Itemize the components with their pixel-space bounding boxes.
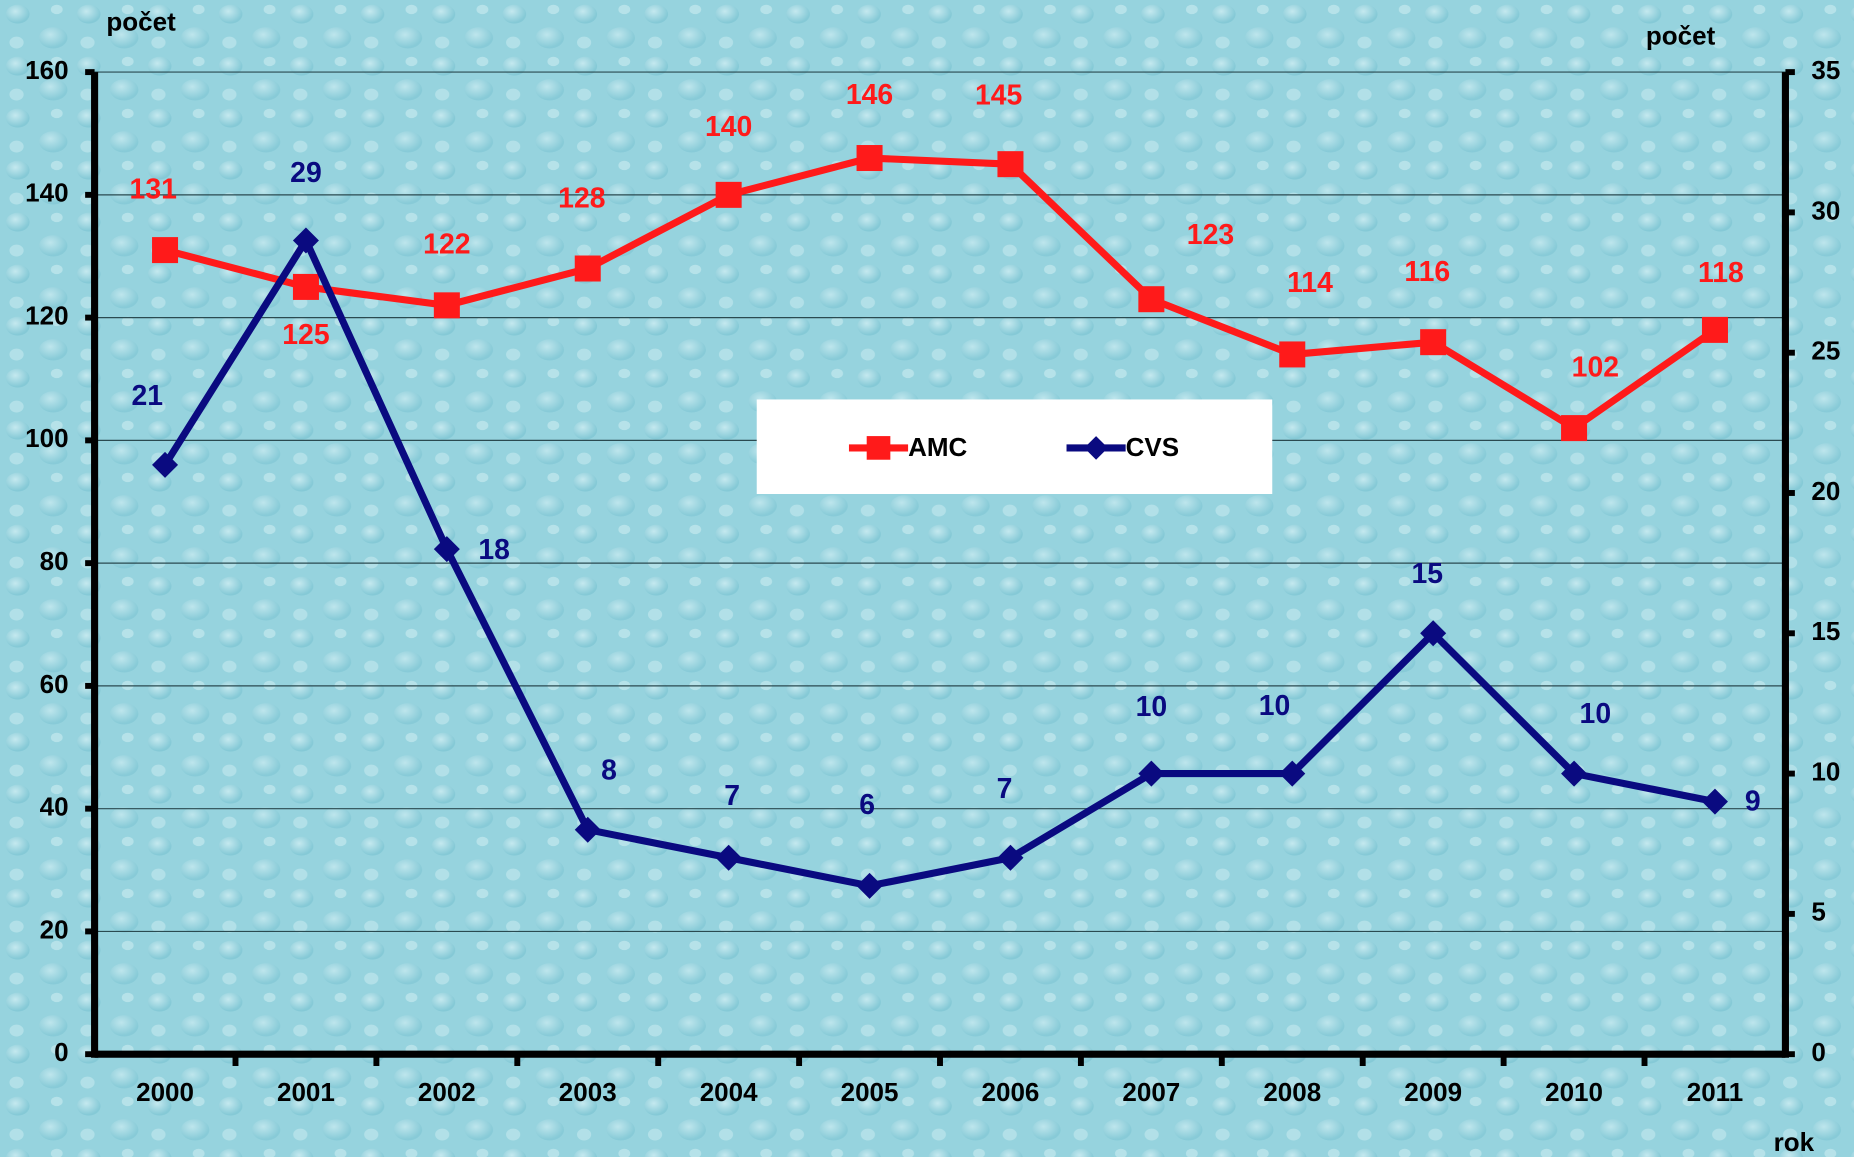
legend-marker [866,436,891,460]
marker [1138,286,1165,313]
x-tick-label: 2010 [1545,1077,1603,1107]
y-tick-label: 40 [40,792,69,822]
marker [715,181,742,208]
data-label: 21 [132,380,164,412]
data-label: 8 [601,754,617,786]
y2-tick-label: 30 [1811,195,1840,225]
marker [715,844,742,871]
marker [1138,760,1165,787]
legend-marker [1084,436,1108,460]
y-tick-label: 80 [40,546,69,576]
series-line [162,236,1716,890]
marker [997,151,1024,178]
data-label: 140 [705,111,752,143]
marker [997,844,1024,871]
y-tick-label: 60 [40,669,69,699]
data-label: 10 [1580,698,1612,730]
y2-tick-label: 20 [1811,476,1840,506]
x-tick-label: 2004 [700,1077,758,1107]
y2-tick-label: 15 [1811,616,1840,646]
legend-box [756,399,1273,494]
data-label: 116 [1404,256,1450,288]
data-label: 29 [290,157,322,189]
legend-label: AMC [908,432,967,462]
data-label: 10 [1136,691,1168,723]
legend-label: CVS [1126,432,1179,462]
data-label: 7 [997,773,1013,805]
y-tick-label: 120 [25,300,68,330]
data-label: 122 [423,229,470,261]
data-label: 18 [478,534,510,566]
marker [1561,415,1588,442]
x-tick-label: 2002 [418,1077,476,1107]
data-label: 118 [1698,257,1744,289]
series-line [164,154,1717,432]
y-tick-label: 160 [25,55,68,85]
marker [1701,788,1728,815]
marker [1279,341,1306,368]
marker [574,255,601,282]
marker [1420,620,1447,647]
y-tick-label: 100 [25,423,68,453]
y-tick-label: 20 [40,914,69,944]
marker [856,872,883,899]
data-label: 9 [1745,785,1761,817]
data-label: 7 [724,780,740,812]
data-label: 128 [558,182,605,214]
marker [292,273,319,300]
x-tick-label: 2009 [1404,1077,1462,1107]
x-tick-label: 2000 [136,1077,194,1107]
x-tick-label: 2001 [277,1077,335,1107]
marker [152,237,179,264]
data-label: 15 [1411,558,1443,590]
x-tick-label: 2007 [1122,1077,1180,1107]
data-label: 145 [975,79,1022,111]
y2-tick-label: 25 [1811,336,1840,366]
data-label: 125 [282,319,329,351]
marker [1561,760,1588,787]
data-label: 6 [859,789,875,821]
data-label: 123 [1187,219,1234,251]
y2-axis-title: počet [1646,21,1716,51]
marker [152,451,179,478]
y2-tick-label: 10 [1811,756,1840,786]
y-tick-label: 140 [25,178,68,208]
marker [433,292,460,319]
data-label: 114 [1287,267,1333,299]
x-axis-title: rok [1774,1127,1815,1157]
data-label: 131 [130,174,177,206]
x-tick-label: 2006 [982,1077,1040,1107]
marker [1701,316,1728,343]
data-label: 146 [846,79,893,111]
marker [1279,760,1306,787]
marker [1420,329,1447,356]
data-label: 102 [1572,352,1619,384]
y2-tick-label: 35 [1811,55,1840,85]
y-axis-title: počet [106,7,176,37]
x-tick-label: 2008 [1263,1077,1321,1107]
x-tick-label: 2003 [559,1077,617,1107]
x-tick-label: 2011 [1687,1077,1743,1107]
x-tick-label: 2005 [841,1077,899,1107]
y2-tick-label: 0 [1811,1037,1825,1067]
y2-tick-label: 5 [1811,897,1825,927]
data-label: 10 [1259,690,1291,722]
y-tick-label: 0 [54,1037,68,1067]
marker [856,145,883,172]
